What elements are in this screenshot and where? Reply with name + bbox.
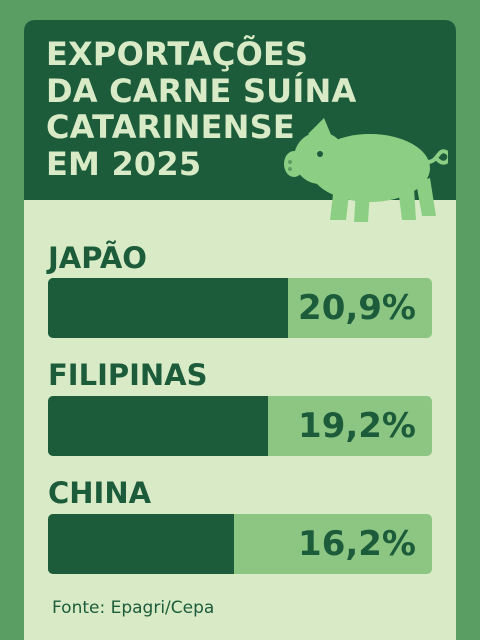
bar-filipinas: 19,2% (48, 396, 432, 456)
category-label-japao: JAPÃO (48, 241, 147, 275)
title-line-1: EXPORTAÇÕES (46, 35, 309, 73)
value-label-japao: 20,9% (298, 288, 416, 328)
bar-fill-japao (48, 278, 288, 338)
chart-title: EXPORTAÇÕES DA CARNE SUÍNA CATARINENSE E… (46, 36, 356, 182)
source-note: Fonte: Epagri/Cepa (52, 598, 215, 618)
category-label-china: CHINA (48, 476, 152, 510)
title-line-4: EM 2025 (46, 144, 202, 183)
bar-japao: 20,9% (48, 278, 432, 338)
bar-china: 16,2% (48, 514, 432, 574)
bar-fill-filipinas (48, 396, 269, 456)
value-label-china: 16,2% (298, 524, 416, 564)
pig-icon (284, 118, 448, 222)
infographic-card: EXPORTAÇÕES DA CARNE SUÍNA CATARINENSE E… (24, 20, 456, 640)
title-line-3: CATARINENSE (46, 108, 295, 146)
header-banner: EXPORTAÇÕES DA CARNE SUÍNA CATARINENSE E… (24, 20, 456, 200)
category-label-filipinas: FILIPINAS (48, 358, 208, 392)
title-line-2: DA CARNE SUÍNA (46, 71, 357, 110)
value-label-filipinas: 19,2% (298, 406, 416, 446)
bar-fill-china (48, 514, 235, 574)
